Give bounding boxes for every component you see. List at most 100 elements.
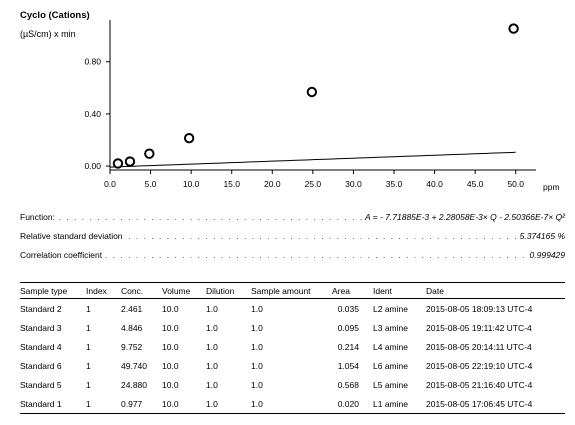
cell-dilution: 1.0 [206,379,218,390]
y-tick-label: 0.40 [84,109,101,119]
col-header-date: Date [426,282,565,299]
x-tick-label: 40.0 [426,179,443,189]
cell-conc: 4.846 [121,322,143,333]
correlation-label: Correlation coefficient [20,250,105,260]
calibration-point [112,158,124,169]
cell-index: 1 [86,322,91,333]
calibration-point [124,156,136,167]
chart-title: Cyclo (Cations) [20,10,90,21]
cell-sample-type: Standard 3 [20,322,62,333]
cell-sample-amount: 1.0 [251,303,263,314]
table-row: Standard 5 1 24.880 10.0 1.0 1.0 0.568 L5 amine… [20,375,565,394]
x-tick-label: 15.0 [223,179,240,189]
dot-leader: . . . . . . . . . . . . . . . . . . . . … [20,250,565,260]
col-header-volume: Volume [162,282,206,299]
cell-conc: 2.461 [121,303,143,314]
cell-index: 1 [86,303,91,314]
table-row: Standard 4 1 9.752 10.0 1.0 1.0 0.214 L4 amine 2… [20,337,565,356]
col-header-conc: Conc. [121,282,162,299]
cell-date: 2015-08-05 17:06:45 UTC-4 [426,394,565,414]
x-tick-label: 10.0 [183,179,200,189]
correlation-value: 0.999429 [526,250,565,260]
cell-ident: L4 amine [373,341,408,352]
cell-conc: 49.740 [121,360,147,371]
x-tick-label: 45.0 [467,179,484,189]
cell-ident: L5 amine [373,379,408,390]
cell-sample-type: Standard 5 [20,379,62,390]
dot-leader: . . . . . . . . . . . . . . . . . . . . … [20,231,565,241]
cell-volume: 10.0 [162,303,179,314]
cell-dilution: 1.0 [206,341,218,352]
rsd-row: . . . . . . . . . . . . . . . . . . . . … [20,231,565,245]
function-label: Function: [20,212,57,222]
cell-date: 2015-08-05 19:11:42 UTC-4 [426,322,532,333]
col-header-dilution: Dilution [206,282,251,299]
table-row: Standard 3 1 4.846 10.0 1.0 1.0 0.095 L3 amine 2… [20,318,565,337]
table-row: Standard 1 1 0.977 10.0 1.0 1.0 0.020 L1 amine 2… [20,394,565,414]
cell-area: 0.020 [332,394,373,414]
x-axis-label: ppm [543,182,560,192]
x-tick-label: 35.0 [386,179,403,189]
cell-sample-amount: 1.0 [251,394,332,414]
calibration-point [306,86,318,98]
rsd-value: 5.374165 % [516,231,565,241]
cell-sample-amount: 1.0 [251,379,263,390]
cell-area: 0.214 [337,341,359,352]
calibration-point [183,132,195,144]
cell-volume: 10.0 [162,379,179,390]
x-tick-label: 5.0 [145,179,157,189]
col-header-sample-type: Sample type [20,282,86,299]
x-tick-label: 50.0 [507,179,524,189]
cell-date: 2015-08-05 22:19:10 UTC-4 [426,360,533,371]
calibration-curve [109,151,516,168]
cell-ident: L3 amine [373,322,408,333]
cell-index: 1 [86,360,91,371]
correlation-row: . . . . . . . . . . . . . . . . . . . . … [20,250,565,264]
cell-volume: 10.0 [162,360,179,371]
table-header-row: Sample type Index Conc. Volume Dilution … [20,282,565,299]
cell-volume: 10.0 [162,341,179,352]
cell-dilution: 1.0 [206,394,251,414]
cell-conc: 0.977 [121,394,162,414]
cell-sample-amount: 1.0 [251,322,263,333]
function-row: . . . . . . . . . . . . . . . . . . . . … [20,212,565,226]
function-value: A = - 7.71885E-3 + 2.28058E-3× Q - 2.503… [361,212,565,222]
cell-sample-amount: 1.0 [251,360,263,371]
cell-date: 2015-08-05 21:16:40 UTC-4 [426,379,533,390]
col-header-sample-amount: Sample amount [251,282,332,299]
col-header-area: Area [332,282,373,299]
cell-dilution: 1.0 [206,303,218,314]
x-tick-label: 0.0 [104,179,116,189]
dot-leader: . . . . . . . . . . . . . . . . . . . . … [20,212,565,222]
cell-sample-type: Standard 1 [20,394,86,414]
cell-conc: 24.880 [121,379,147,390]
cell-sample-amount: 1.0 [251,341,263,352]
cell-dilution: 1.0 [206,322,218,333]
cell-volume: 10.0 [162,394,206,414]
col-header-ident: Ident [373,282,426,299]
cell-index: 1 [86,394,121,414]
cell-date: 2015-08-05 18:09:13 UTC-4 [426,303,533,314]
cell-area: 0.095 [337,322,359,333]
cell-dilution: 1.0 [206,360,218,371]
y-tick-label: 0.80 [84,57,101,67]
cell-sample-type: Standard 2 [20,303,62,314]
y-tick-label: 0.00 [84,161,101,171]
x-tick-label: 30.0 [345,179,362,189]
rsd-label: Relative standard deviation [20,231,125,241]
cell-ident: L2 amine [373,303,408,314]
cell-sample-type: Standard 4 [20,341,62,352]
y-axis-unit-label: (µS/cm) x min [20,29,76,39]
cell-conc: 9.752 [121,341,143,352]
cell-ident: L1 amine [373,394,426,414]
table-row: Standard 2 1 2.461 10.0 1.0 1.0 0.035 L2 amine 2… [20,299,565,319]
cell-ident: L6 amine [373,360,408,371]
cell-date: 2015-08-05 20:14:11 UTC-4 [426,341,532,352]
cell-area: 1.054 [337,360,359,371]
calibration-chart: 0.0 5.0 10.0 15.0 20.0 25.0 30.0 35.0 40.0 45.0 50… [84,20,560,192]
cell-index: 1 [86,341,91,352]
samples-table: Sample type Index Conc. Volume Dilution … [20,282,565,414]
cell-index: 1 [86,379,91,390]
calibration-point [508,23,519,34]
col-header-index: Index [86,282,121,299]
